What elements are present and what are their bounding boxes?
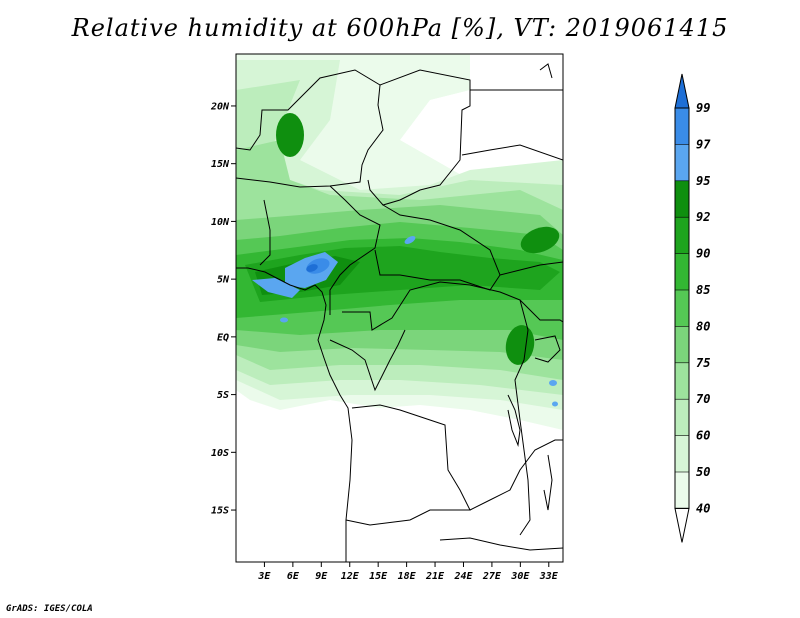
colorbar-swatch — [675, 253, 689, 290]
country-border — [329, 329, 406, 392]
colorbar-label: 95 — [696, 174, 710, 188]
lat-tick-label: EQ — [217, 332, 229, 343]
humidity-92-cell — [520, 226, 560, 254]
colorbar-label: 85 — [696, 283, 710, 297]
colorbar-swatch — [675, 435, 689, 472]
lon-tick-label: 3E — [257, 571, 271, 582]
colorbar-label: 50 — [696, 465, 710, 479]
colorbar-label: 97 — [696, 137, 711, 151]
colorbar-label: 99 — [696, 101, 710, 115]
lon-tick-label: 9E — [315, 571, 328, 582]
colorbar-label: 75 — [696, 356, 710, 370]
lat-tick-label: 10S — [211, 448, 229, 459]
colorbar-label: 90 — [696, 247, 710, 261]
country-border — [236, 69, 384, 188]
longitude-axis: 3E 6E 9E 12E 15E 18E 21E 24E 27E 30E 33E — [257, 562, 559, 582]
lon-tick-label: 24E — [453, 571, 473, 582]
lake-outline — [534, 335, 561, 363]
lon-tick-label: 33E — [539, 571, 559, 582]
country-border — [374, 204, 501, 291]
country-borders — [236, 63, 563, 562]
colorbar-swatch — [675, 399, 689, 436]
colorbar-arrow-bottom — [674, 507, 690, 543]
country-border — [345, 404, 471, 526]
lon-tick-label: 27E — [482, 571, 502, 582]
lon-tick-label: 30E — [510, 571, 530, 582]
colorbar-swatch — [675, 217, 689, 254]
country-border — [461, 144, 563, 161]
lon-tick-label: 18E — [398, 571, 417, 582]
colorbar-label: 80 — [696, 319, 710, 333]
colorbar-swatch — [675, 108, 689, 145]
coastline — [539, 63, 553, 79]
colorbar-label: 40 — [696, 501, 710, 515]
country-border — [367, 69, 471, 206]
map-title: Relative humidity at 600hPa [%], VT: 201… — [71, 14, 729, 42]
humidity-99-cell — [306, 264, 318, 272]
country-border — [259, 199, 271, 266]
humidity-95-cell — [404, 236, 416, 244]
humidity-field — [236, 54, 563, 430]
colorbar-swatch — [675, 362, 689, 400]
lake-outline — [543, 454, 553, 511]
colorbar-legend: 99 97 95 92 90 85 80 75 70 60 50 40 — [674, 73, 711, 543]
humidity-92-cell — [276, 113, 304, 157]
lon-tick-label: 21E — [425, 571, 445, 582]
coastline — [236, 267, 353, 562]
lake-outline — [507, 394, 521, 447]
country-border — [469, 439, 563, 511]
colorbar-swatch — [675, 326, 689, 363]
grads-credit: GrADS: IGES/COLA — [6, 604, 93, 614]
colorbar-swatch — [675, 180, 689, 218]
colorbar-swatch — [675, 472, 689, 509]
humidity-95-cell — [549, 380, 557, 386]
humidity-95-cell — [280, 317, 288, 323]
lat-tick-label: 15N — [211, 159, 230, 170]
colorbar-label: 60 — [696, 429, 710, 443]
country-border — [499, 261, 563, 276]
lon-tick-label: 6E — [287, 571, 300, 582]
country-border — [519, 299, 563, 323]
lat-tick-label: 20N — [210, 101, 230, 112]
country-border — [342, 281, 531, 536]
humidity-95-cell — [552, 401, 558, 407]
colorbar-label: 92 — [696, 210, 710, 224]
map-frame — [235, 53, 564, 563]
colorbar-arrow-top — [674, 73, 690, 109]
colorbar-label: 70 — [696, 392, 710, 406]
lat-tick-label: 5N — [217, 275, 230, 286]
lat-tick-label: 5S — [217, 390, 229, 401]
lat-tick-label: 15S — [211, 506, 229, 517]
latitude-axis: 20N 15N 10N 5N EQ 5S 10S 15S — [210, 101, 236, 517]
colorbar-swatch — [675, 290, 689, 327]
country-border — [439, 537, 563, 551]
colorbar-swatch — [675, 144, 689, 181]
lon-tick-label: 12E — [341, 571, 360, 582]
lon-tick-label: 15E — [369, 571, 388, 582]
lat-tick-label: 10N — [211, 217, 230, 228]
country-border — [329, 185, 381, 315]
humidity-95-core — [252, 278, 300, 298]
